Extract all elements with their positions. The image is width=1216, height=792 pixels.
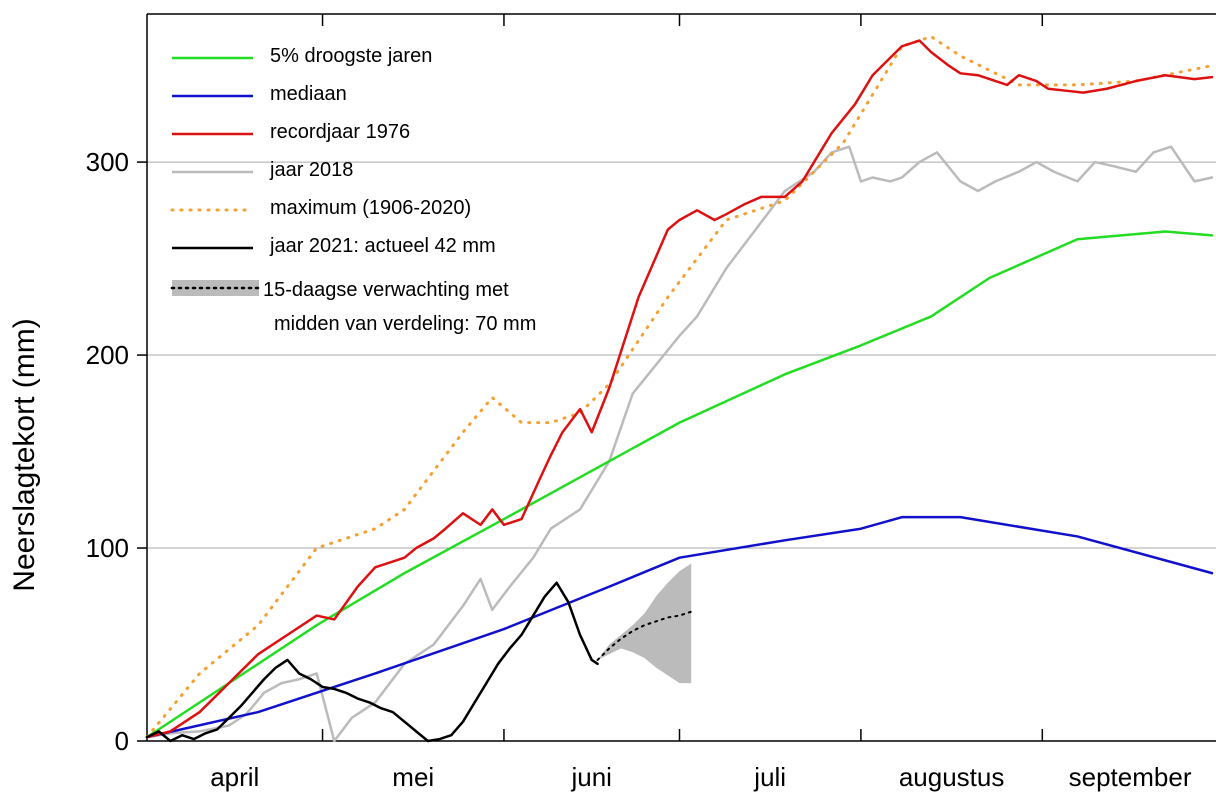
legend-label: jaar 2021: actueel 42 mm <box>269 235 496 257</box>
series-line-3 <box>145 145 1214 743</box>
series-line-2 <box>145 39 1214 739</box>
legend-label: recordjaar 1976 <box>270 121 410 143</box>
legend-label: 5% droogste jaren <box>270 45 432 67</box>
series-line-5 <box>145 581 599 743</box>
legend-label: mediaan <box>270 83 347 105</box>
forecast-median-line <box>596 610 693 661</box>
y-tick-label: 100 <box>86 533 129 563</box>
series-line-0 <box>145 230 1214 739</box>
x-tick-label: augustus <box>899 762 1005 792</box>
x-tick-label: april <box>210 762 259 792</box>
y-axis-label: Neerslagtekort (mm) <box>8 318 41 591</box>
axes <box>146 13 1216 742</box>
series-line-4 <box>145 35 1214 739</box>
y-tick-label: 0 <box>115 726 129 756</box>
series-line-1 <box>145 515 1214 739</box>
legend-label: 15-daagse verwachting met <box>263 279 509 301</box>
chart-series <box>145 35 1214 743</box>
forecast-band <box>596 563 693 684</box>
legend-label: midden van verdeling: 70 mm <box>274 313 536 335</box>
axis-ticks: 0 100 200 300 april mei juni juli augustus septem… <box>86 14 1192 792</box>
legend-label: jaar 2018 <box>269 159 353 181</box>
legend: 5% droogste jaren mediaan recordjaar 1976 j… <box>170 45 536 335</box>
y-tick-label: 300 <box>86 147 129 177</box>
forecast-spread <box>597 563 692 684</box>
x-tick-label: mei <box>392 762 434 792</box>
legend-label: maximum (1906-2020) <box>270 197 471 219</box>
x-tick-label: juli <box>753 762 786 792</box>
x-tick-label: juni <box>570 762 611 792</box>
x-tick-label: september <box>1069 762 1192 792</box>
y-tick-label: 200 <box>86 340 129 370</box>
